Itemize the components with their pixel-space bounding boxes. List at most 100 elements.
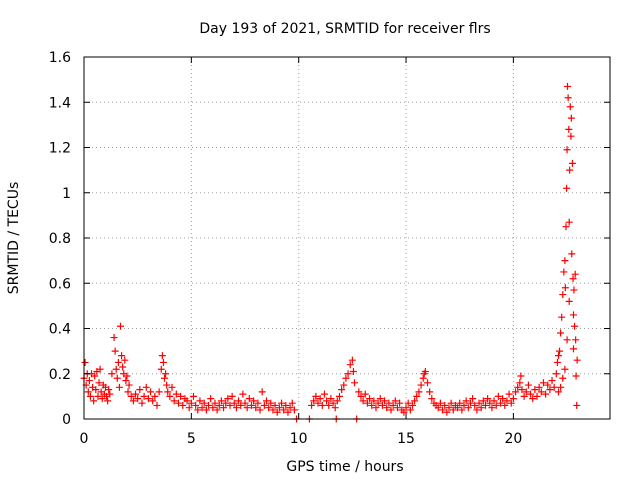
data-point [267, 399, 275, 407]
data-point [492, 401, 500, 409]
data-point [174, 399, 182, 407]
data-point [205, 401, 213, 409]
data-point [527, 390, 535, 398]
data-point [338, 386, 346, 394]
data-point [194, 406, 202, 414]
data-point [215, 401, 223, 409]
data-point [262, 397, 270, 405]
data-point [239, 390, 247, 398]
data-point [524, 381, 532, 389]
data-point [344, 370, 352, 378]
data-point [179, 401, 187, 409]
data-point [383, 404, 391, 412]
data-point [563, 146, 571, 154]
data-point [567, 114, 575, 122]
data-point [329, 399, 337, 407]
data-point [454, 404, 462, 412]
data-point [557, 329, 565, 337]
data-point [566, 103, 574, 111]
data-point [245, 395, 253, 403]
data-point [548, 377, 556, 385]
data-point [96, 365, 104, 373]
data-point [490, 397, 498, 405]
data-point [158, 352, 166, 360]
data-point [98, 395, 106, 403]
data-point [123, 372, 131, 380]
data-point [553, 358, 561, 366]
x-tick-label: 20 [504, 431, 522, 447]
data-point [115, 383, 123, 391]
data-point [351, 379, 359, 387]
data-point [127, 392, 135, 400]
data-point [335, 392, 343, 400]
data-point [90, 397, 98, 405]
data-point [556, 347, 564, 355]
data-point [308, 401, 316, 409]
data-point [565, 125, 573, 133]
data-point [258, 388, 266, 396]
data-point [460, 401, 468, 409]
data-point [424, 379, 432, 387]
y-tick-label: 1.2 [49, 141, 71, 157]
data-point [95, 379, 103, 387]
data-point [571, 270, 579, 278]
chart-title: Day 193 of 2021, SRMTID for receiver flr… [199, 21, 490, 37]
data-point [531, 386, 539, 394]
y-tick-label: 0 [62, 412, 71, 428]
data-point [499, 395, 507, 403]
data-point [348, 356, 356, 364]
data-point [114, 358, 122, 366]
data-point [443, 408, 451, 416]
data-point [187, 399, 195, 407]
data-point [565, 218, 573, 226]
data-point [161, 374, 169, 382]
data-point [569, 275, 577, 283]
data-point [106, 390, 114, 398]
data-point [462, 397, 470, 405]
data-point [449, 406, 457, 414]
data-point [168, 383, 176, 391]
data-point [110, 334, 118, 342]
data-point [546, 386, 554, 394]
data-point [560, 268, 568, 276]
data-point [124, 388, 132, 396]
data-point [447, 399, 455, 407]
data-point [550, 383, 558, 391]
data-point [209, 404, 217, 412]
data-point [138, 399, 146, 407]
data-point [488, 404, 496, 412]
data-point [172, 390, 180, 398]
data-point [509, 395, 517, 403]
data-point [217, 397, 225, 405]
data-point [112, 365, 120, 373]
data-point [563, 336, 571, 344]
data-point [404, 399, 412, 407]
data-point [144, 395, 152, 403]
data-point [111, 347, 119, 355]
data-point [132, 390, 140, 398]
data-point [256, 406, 264, 414]
data-point [421, 367, 429, 375]
data-point [402, 404, 410, 412]
data-point [385, 399, 393, 407]
data-point [458, 406, 466, 414]
y-tick-label: 0.4 [49, 322, 71, 338]
data-point [570, 311, 578, 319]
data-point [312, 392, 320, 400]
axis-ticks: 0 5 10 15 20 0 0.2 0.4 0.6 0.8 1 1.2 1.4 1.6 [49, 50, 610, 447]
data-point [159, 358, 167, 366]
data-point [554, 388, 562, 396]
data-point [408, 401, 416, 409]
data-point [517, 372, 525, 380]
data-point [522, 388, 530, 396]
data-point [86, 392, 94, 400]
data-point [284, 408, 292, 416]
data-point [228, 392, 236, 400]
data-point [411, 397, 419, 405]
data-point [573, 356, 581, 364]
data-point [445, 404, 453, 412]
data-point [497, 399, 505, 407]
data-point [104, 397, 112, 405]
data-point [318, 401, 326, 409]
data-point [342, 374, 350, 382]
